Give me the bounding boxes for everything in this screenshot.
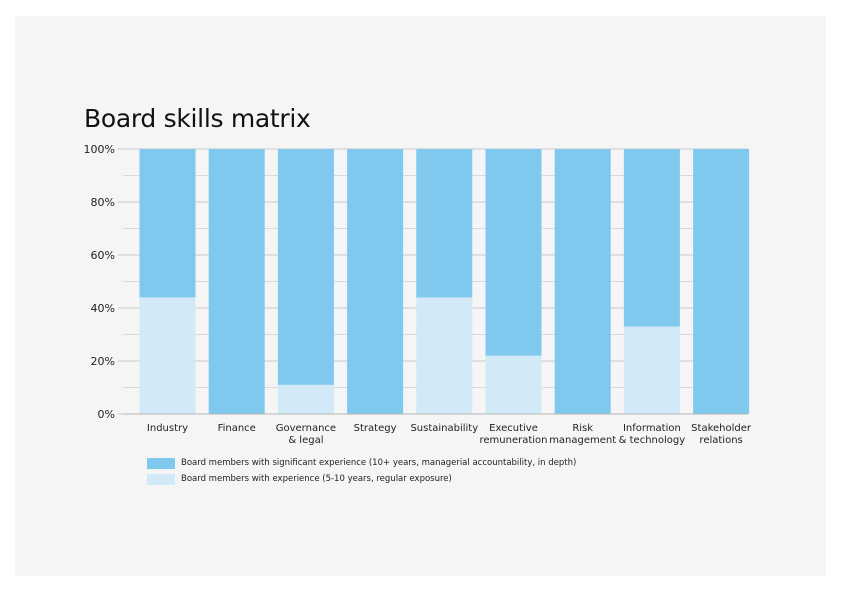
category-label-8: Stakeholder relations (691, 423, 752, 446)
legend-swatch-experience (147, 473, 175, 485)
y-tick-label-80: 80% (91, 196, 115, 209)
chart-legend: Board members with significant experienc… (147, 456, 576, 488)
category-label-4: Sustainability (410, 423, 478, 434)
category-label-0: Industry (147, 423, 188, 434)
category-label-1: Finance (218, 423, 256, 434)
y-tick-label-100: 100% (84, 143, 115, 156)
category-label-2: Governance & legal (276, 423, 336, 446)
legend-item-significant: Board members with significant experienc… (147, 456, 576, 470)
bar-significant-2 (277, 149, 334, 385)
bar-significant-5 (485, 149, 542, 356)
bar-experience-4 (416, 297, 473, 414)
y-tick-label-40: 40% (91, 302, 115, 315)
legend-label-significant: Board members with significant experienc… (181, 458, 577, 468)
bar-significant-6 (554, 149, 611, 414)
y-tick-label-0: 0% (98, 408, 115, 421)
category-label-5: Executive remuneration (479, 423, 547, 446)
bar-significant-0 (139, 149, 196, 298)
bar-experience-0 (139, 297, 196, 414)
legend-swatch-significant (147, 457, 175, 469)
legend-label-experience: Board members with experience (5-10 year… (181, 474, 452, 484)
chart-title: Board skills matrix (84, 104, 311, 133)
y-tick-label-60: 60% (91, 249, 115, 262)
bar-significant-3 (347, 149, 404, 414)
bar-experience-7 (623, 326, 680, 414)
bar-significant-1 (208, 149, 265, 414)
bar-experience-5 (485, 355, 542, 414)
bar-significant-7 (623, 149, 680, 327)
category-label-6: Risk management (549, 423, 616, 446)
legend-item-experience: Board members with experience (5-10 year… (147, 472, 576, 486)
category-label-7: Information & technology (619, 423, 686, 446)
y-tick-label-20: 20% (91, 355, 115, 368)
category-label-3: Strategy (354, 423, 397, 434)
bar-significant-4 (416, 149, 473, 298)
bar-experience-2 (277, 384, 334, 414)
bar-significant-8 (693, 149, 750, 414)
